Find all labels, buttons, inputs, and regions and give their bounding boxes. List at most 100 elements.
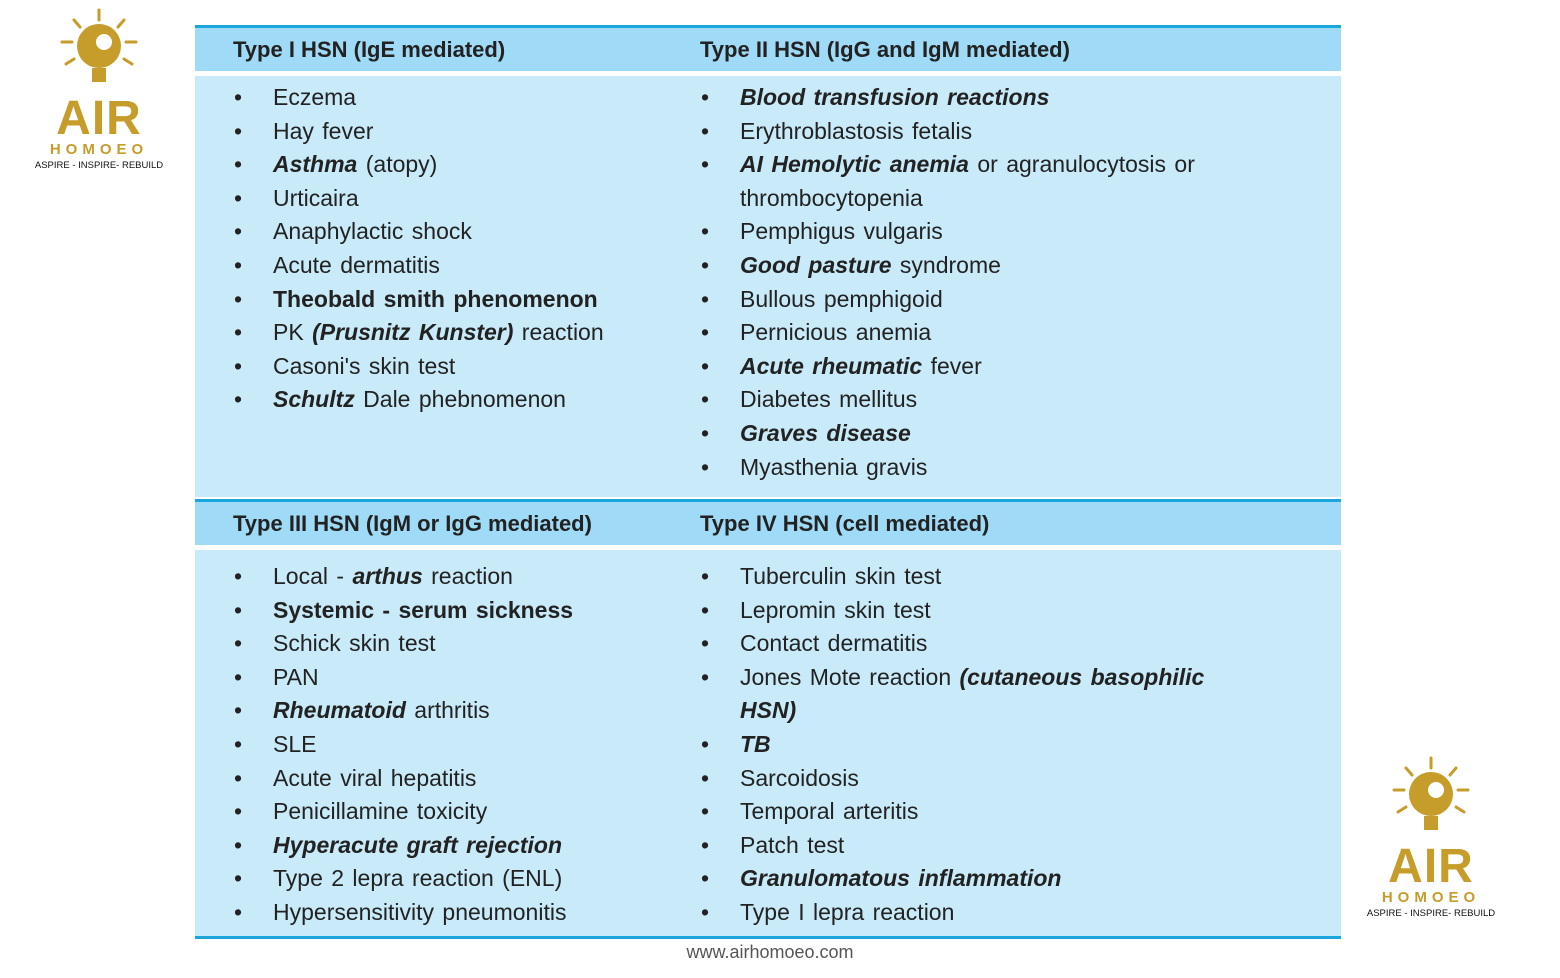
item-text: Schultz: [273, 386, 355, 413]
item-text: Pemphigus vulgaris: [740, 218, 943, 245]
list-item: TB: [662, 728, 1260, 762]
item-text: Erythroblastosis fetalis: [740, 117, 973, 144]
item-text: reaction: [513, 319, 604, 346]
item-text: Blood transfusion reactions: [740, 84, 1050, 110]
list-item: Granulomatous inflammation: [662, 862, 1260, 896]
list-item: Acute rheumatic fever: [662, 350, 1260, 384]
item-text: or agranulocytosis or thrombocytopenia: [740, 151, 1195, 211]
rule: [195, 499, 1341, 502]
item-text: Pernicious anemia: [740, 319, 932, 346]
logo: AIR HOMOEO ASPIRE - INSPIRE- REBUILD: [24, 8, 174, 173]
item-text: Good pasture: [740, 251, 892, 278]
list-item: Acute dermatitis: [195, 249, 793, 283]
item-text: Acute rheumatic: [740, 352, 923, 379]
logo-tagline: ASPIRE - INSPIRE- REBUILD: [34, 160, 164, 171]
item-text: Casoni's skin test: [273, 352, 456, 379]
list-item: Hypersensitivity pneumonitis: [195, 896, 793, 930]
list-item: PK (Prusnitz Kunster) reaction: [195, 316, 793, 350]
item-text: (Prusnitz Kunster): [312, 319, 514, 346]
item-text: Dale phebnomenon: [354, 386, 566, 413]
list-item: Sarcoidosis: [662, 762, 1260, 796]
logo-icon: [1392, 756, 1470, 830]
item-text: Lepromin skin test: [740, 596, 931, 623]
list-item: Jones Mote reaction (cutaneous basophili…: [662, 661, 1260, 728]
footer: www.airhomoeo.com: [686, 942, 854, 962]
list-item: Casoni's skin test: [195, 350, 793, 384]
list-item: Hay fever: [195, 115, 793, 149]
item-text: Acute dermatitis: [273, 251, 440, 278]
logo-subname: HOMOEO: [1381, 889, 1481, 906]
header-band: [195, 28, 1341, 71]
item-text: Temporal arteritis: [740, 798, 919, 825]
list-item: Anaphylactic shock: [195, 215, 793, 249]
item-text: Bullous pemphigoid: [740, 285, 943, 312]
section-list: Blood transfusion reactions Erythroblasto…: [662, 81, 1332, 484]
list-item: Bullous pemphigoid: [662, 283, 1260, 317]
item-text: PAN: [273, 663, 319, 690]
item-text: Asthma: [273, 151, 358, 178]
list-item: Temporal arteritis: [662, 795, 1260, 829]
list-item: Type 2 lepra reaction (ENL): [195, 862, 793, 896]
item-text: Anaphylactic shock: [273, 218, 472, 245]
item-text: reaction: [422, 563, 513, 589]
bullet-list: Tuberculin skin test Lepromin skin test Co…: [662, 560, 1332, 930]
item-text: Type I lepra reaction: [740, 898, 955, 925]
rule: [195, 25, 1341, 28]
item-text: fever: [922, 352, 982, 379]
list-item: Asthma (atopy): [195, 148, 793, 182]
item-text: SLE: [273, 730, 317, 757]
item-text: arthritis: [405, 697, 490, 724]
bullet-list: Blood transfusion reactions Erythroblasto…: [662, 81, 1332, 484]
list-item: PAN: [195, 661, 793, 695]
list-item: Schultz Dale phebnomenon: [195, 383, 793, 417]
item-text: (atopy): [357, 151, 438, 178]
section-list: Tuberculin skin test Lepromin skin test Co…: [662, 560, 1332, 930]
section-header: Type IV HSN (cell mediated): [700, 511, 990, 536]
section-header: Type I HSN (IgE mediated): [233, 37, 506, 62]
item-text: Local -: [273, 563, 353, 589]
list-item: Good pasture syndrome: [662, 249, 1260, 283]
list-item: Penicillamine toxicity: [195, 795, 793, 829]
list-item: Graves disease: [662, 417, 1260, 451]
list-item: Hyperacute graft rejection: [195, 829, 793, 863]
logo-tagline: ASPIRE - INSPIRE- REBUILD: [1366, 908, 1496, 919]
bullet-list: Local - arthus reactionSystemic - serum …: [195, 560, 865, 930]
section-list: EczemaHay feverAsthma (atopy)UrticairaAn…: [195, 81, 865, 417]
logo-icon: [60, 8, 138, 82]
list-item: Theobald smith phenomenon: [195, 283, 793, 317]
item-text: AI Hemolytic anemia: [740, 151, 969, 178]
item-text: Myasthenia gravis: [740, 453, 928, 480]
rule: [195, 936, 1341, 939]
list-item: Diabetes mellitus: [662, 383, 1260, 417]
section-header: Type II HSN (IgG and IgM mediated): [700, 37, 1070, 62]
section-list: Local - arthus reactionSystemic - serum …: [195, 560, 865, 930]
item-text: Contact dermatitis: [740, 630, 928, 657]
list-item: Tuberculin skin test: [662, 560, 1260, 594]
item-text: Acute viral hepatitis: [273, 764, 477, 791]
item-text: Rheumatoid: [273, 697, 406, 724]
list-item: Contact dermatitis: [662, 627, 1260, 661]
item-text: Schick skin test: [273, 630, 436, 657]
list-item: Myasthenia gravis: [662, 451, 1260, 485]
logo-name: AIR: [1388, 840, 1474, 893]
item-text: Eczema: [273, 84, 357, 110]
item-text: Hypersensitivity pneumonitis: [273, 898, 567, 925]
list-item: Systemic - serum sickness: [195, 594, 793, 628]
item-text: Patch test: [740, 831, 845, 858]
list-item: Patch test: [662, 829, 1260, 863]
item-text: Hyperacute graft rejection: [273, 831, 563, 858]
item-text: PK: [273, 319, 313, 346]
list-item: Rheumatoid arthritis: [195, 694, 793, 728]
item-text: (cutaneous basophilic HSN): [740, 663, 1205, 724]
list-item: Schick skin test: [195, 627, 793, 661]
bullet-list: EczemaHay feverAsthma (atopy)UrticairaAn…: [195, 81, 865, 417]
list-item: Pemphigus vulgaris: [662, 215, 1260, 249]
logo-name: AIR: [56, 92, 142, 145]
list-item: Pernicious anemia: [662, 316, 1260, 350]
list-item: Lepromin skin test: [662, 594, 1260, 628]
item-text: Systemic - serum sickness: [273, 596, 574, 623]
list-item: Blood transfusion reactions: [662, 81, 1260, 115]
list-item: Eczema: [195, 81, 793, 115]
item-text: Granulomatous inflammation: [740, 865, 1062, 892]
